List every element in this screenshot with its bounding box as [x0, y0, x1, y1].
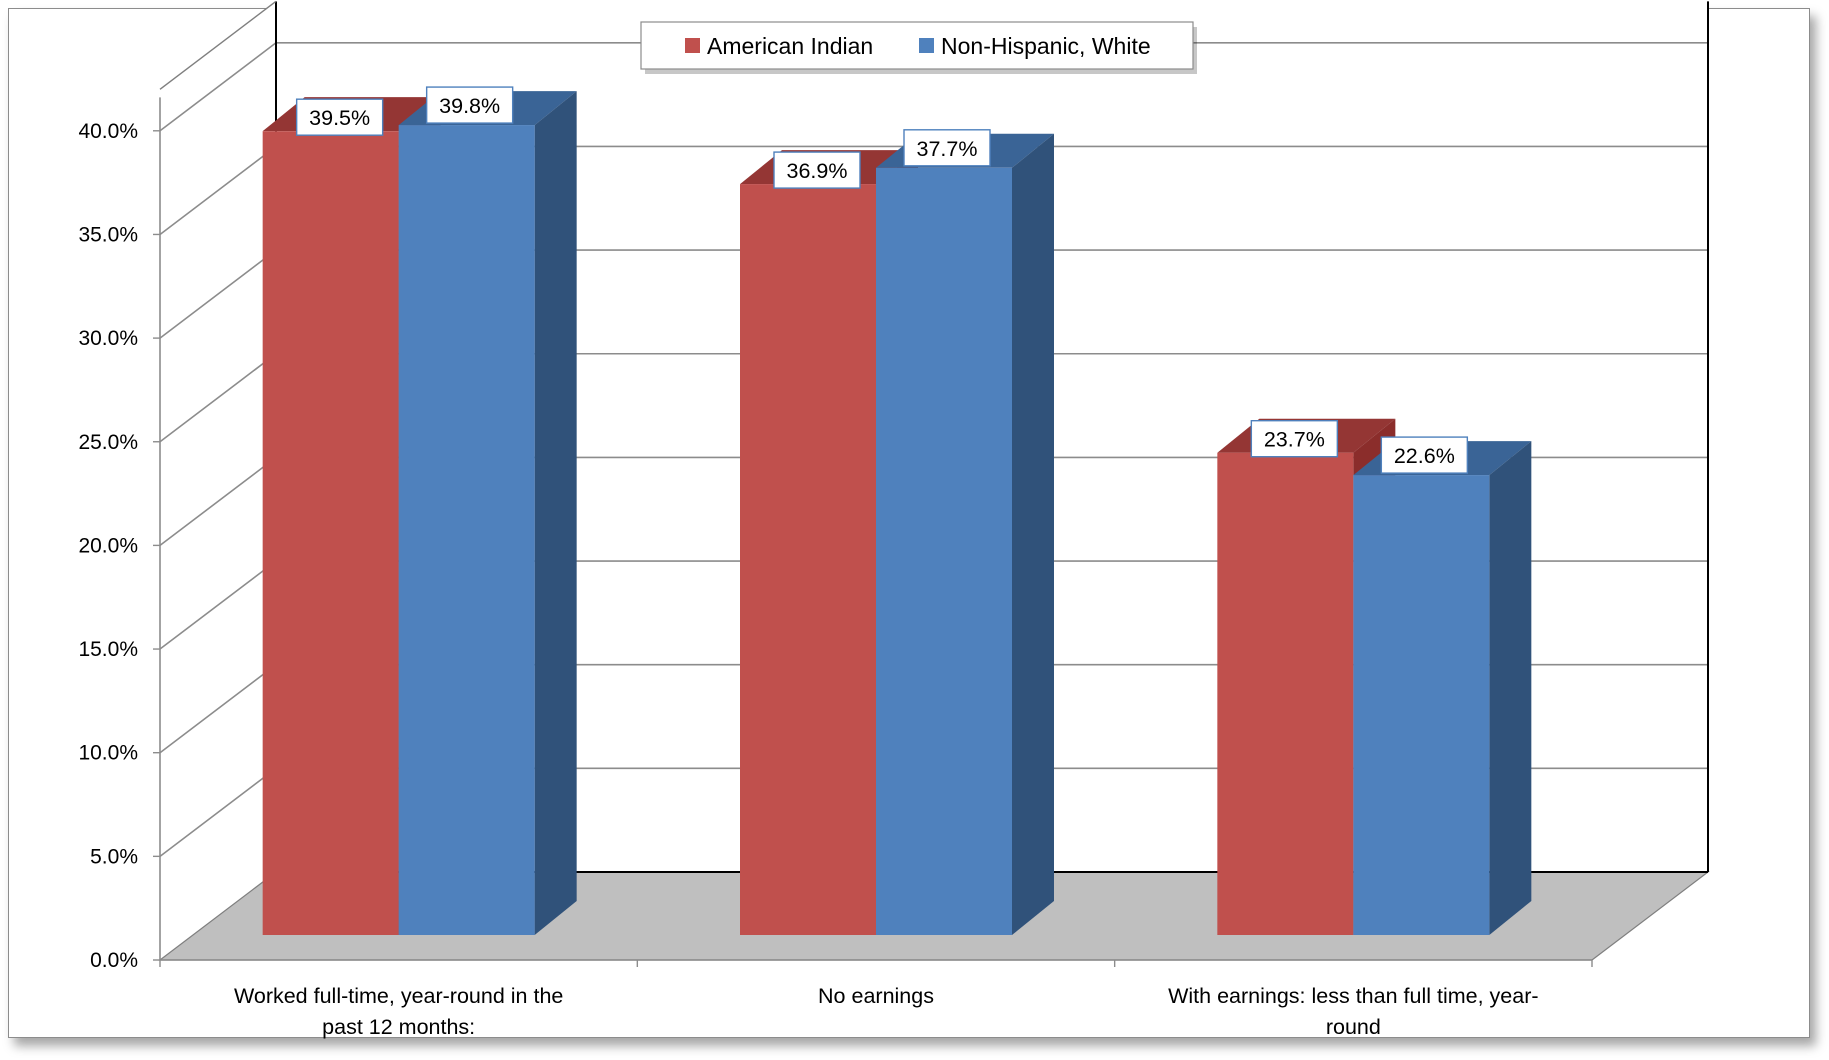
data-label: 23.7%: [1250, 420, 1339, 458]
category-label: past 12 months:: [322, 1015, 475, 1039]
y-tick-label: 15.0%: [78, 638, 138, 661]
bar-front: [262, 131, 399, 936]
category-label: Worked full-time, year-round in the: [234, 984, 563, 1008]
bar-side: [1012, 133, 1054, 935]
data-label-text: 39.5%: [309, 106, 370, 130]
bar-side: [534, 91, 577, 935]
data-label-box: [1250, 420, 1339, 458]
bar-front: [876, 167, 1012, 935]
legend-entry: Non-Hispanic, White: [919, 33, 1151, 59]
data-label-text: 36.9%: [787, 159, 848, 183]
legend-swatch: [685, 38, 700, 53]
data-labels: 39.5% 39.8% 36.9% 37.7% 23.7% 22.6%: [295, 86, 1469, 474]
side-wall: [160, 1, 276, 960]
data-label: 36.9%: [773, 151, 861, 189]
bar-0-1: [398, 91, 577, 935]
y-tick-label: 20.0%: [78, 534, 138, 557]
legend-box: [640, 21, 1194, 70]
legend-entry: American Indian: [685, 33, 873, 59]
y-tick-label: 0.0%: [90, 949, 138, 972]
data-label-box: [425, 86, 514, 124]
bar-side: [1489, 441, 1532, 935]
data-label: 39.8%: [425, 86, 514, 124]
side-wall-top-edge: [159, 0, 277, 90]
category-labels: Worked full-time, year-round in the past …: [234, 984, 1539, 1039]
data-label-box: [295, 98, 384, 136]
y-tick-label: 40.0%: [78, 120, 138, 143]
x-axis-tick-marks: [159, 959, 1593, 967]
bar-front: [740, 184, 876, 935]
data-label-box: [1380, 436, 1469, 474]
data-label: 37.7%: [903, 129, 991, 167]
bar-1-1: [876, 133, 1054, 935]
y-tick-label: 5.0%: [90, 845, 138, 868]
bar-2-1: [1353, 441, 1532, 935]
data-label: 22.6%: [1380, 436, 1469, 474]
data-label-text: 37.7%: [917, 137, 978, 161]
legend-label: American Indian: [707, 33, 873, 59]
data-label-box: [903, 129, 991, 167]
category-label: No earnings: [818, 984, 934, 1008]
data-label-text: 22.6%: [1394, 444, 1455, 468]
data-label-box: [773, 151, 861, 189]
y-axis-tick-labels: 0.0% 5.0% 10.0% 15.0% 20.0% 25.0% 30.0% 35.0% 40…: [78, 120, 160, 972]
y-tick-label: 35.0%: [78, 223, 138, 246]
bar-front: [398, 125, 535, 935]
category-label: With earnings: less than full time, year…: [1168, 984, 1538, 1008]
data-label: 39.5%: [295, 98, 384, 136]
bar-front: [1217, 452, 1354, 935]
data-label-text: 39.8%: [439, 94, 500, 118]
y-tick-label: 10.0%: [78, 742, 138, 765]
legend: American Indian Non-Hispanic, White: [640, 21, 1197, 74]
y-tick-label: 30.0%: [78, 327, 138, 350]
category-label: round: [1326, 1015, 1381, 1039]
legend-label: Non-Hispanic, White: [941, 33, 1151, 59]
bar-front: [1353, 475, 1490, 935]
y-tick-label: 25.0%: [78, 431, 138, 454]
data-label-text: 23.7%: [1264, 428, 1325, 452]
legend-swatch: [919, 38, 934, 53]
